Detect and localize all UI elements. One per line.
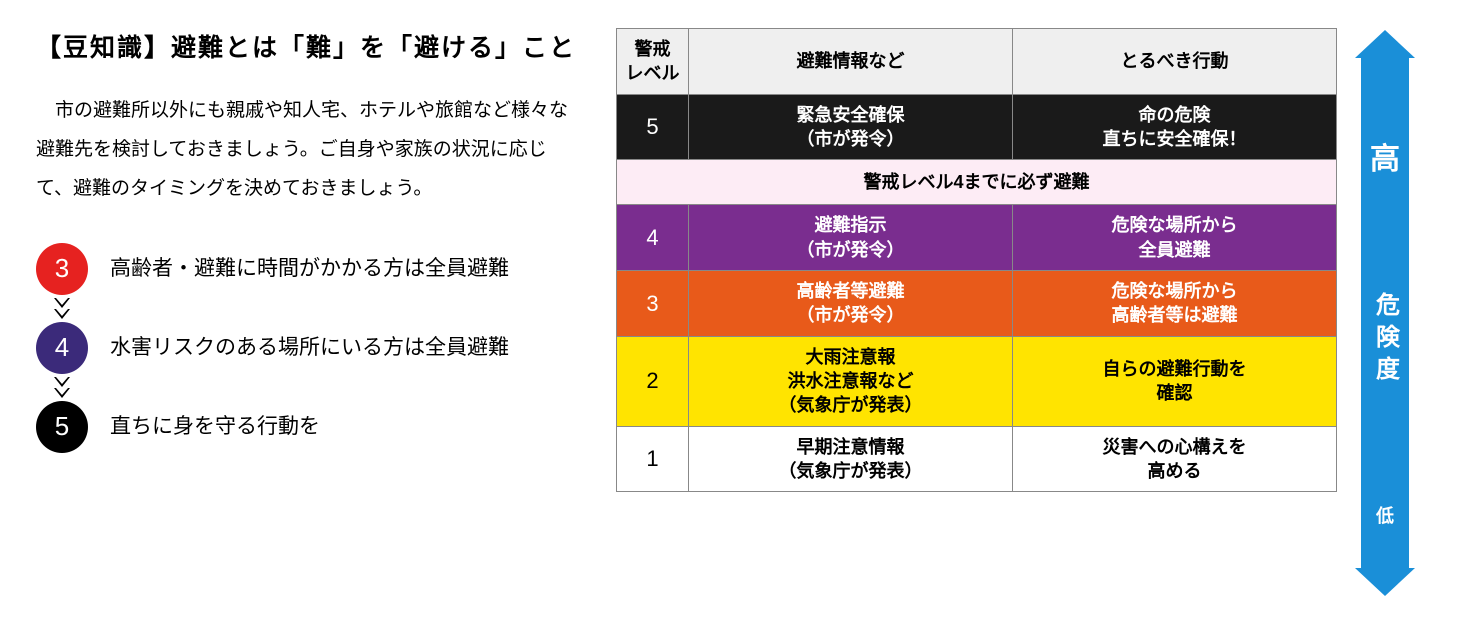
action-cell: 命の危険直ちに安全確保！ (1013, 94, 1337, 160)
step-item: 5 直ちに身を守る行動を (36, 401, 576, 453)
step-item: 3 高齢者・避難に時間がかかる方は全員避難 (36, 243, 576, 295)
info-cell: 避難指示（市が発令） (689, 205, 1013, 271)
alert-level-table: 警戒レベル 避難情報など とるべき行動 5緊急安全確保（市が発令）命の危険直ちに… (616, 28, 1337, 492)
info-cell: 緊急安全確保（市が発令） (689, 94, 1013, 160)
step-badge-3: 3 (36, 243, 88, 295)
step-connector-icon (36, 295, 88, 322)
gauge-label-high: 高 (1370, 134, 1400, 178)
action-cell: 危険な場所から全員避難 (1013, 205, 1337, 271)
left-column: 【豆知識】避難とは「難」を「避ける」こと 市の避難所以外にも親戚や知人宅、ホテル… (36, 28, 576, 596)
arrow-down-icon (1355, 568, 1415, 596)
step-connector-icon (36, 374, 88, 401)
action-cell: 自らの避難行動を確認 (1013, 336, 1337, 426)
page-title: 【豆知識】避難とは「難」を「避ける」こと (36, 28, 576, 64)
step-badge-5: 5 (36, 401, 88, 453)
gauge-label-low: 低 (1376, 502, 1394, 528)
info-cell: 早期注意情報（気象庁が発表） (689, 426, 1013, 492)
step-list: 3 高齢者・避難に時間がかかる方は全員避難 4 水害リスクのある場所にいる方は全… (36, 243, 576, 453)
table-row: 2大雨注意報洪水注意報など（気象庁が発表）自らの避難行動を確認 (617, 336, 1337, 426)
th-level: 警戒レベル (617, 29, 689, 95)
danger-gauge: 高 危険度 低 (1355, 30, 1415, 596)
step-text: 直ちに身を守る行動を (110, 401, 320, 445)
table-row: 3高齢者等避難（市が発令）危険な場所から高齢者等は避難 (617, 271, 1337, 337)
table-row: 警戒レベル4までに必ず避難 (617, 160, 1337, 205)
table-row: 5緊急安全確保（市が発令）命の危険直ちに安全確保！ (617, 94, 1337, 160)
action-cell: 災害への心構えを高める (1013, 426, 1337, 492)
info-cell: 高齢者等避難（市が発令） (689, 271, 1013, 337)
step-text: 水害リスクのある場所にいる方は全員避難 (110, 322, 509, 366)
gauge-shaft: 高 危険度 低 (1361, 58, 1409, 568)
th-action: とるべき行動 (1013, 29, 1337, 95)
level-cell: 1 (617, 426, 689, 492)
intro-paragraph: 市の避難所以外にも親戚や知人宅、ホテルや旅館など様々な避難先を検討しておきましょ… (36, 92, 576, 209)
info-cell: 大雨注意報洪水注意報など（気象庁が発表） (689, 336, 1013, 426)
level-cell: 2 (617, 336, 689, 426)
action-cell: 危険な場所から高齢者等は避難 (1013, 271, 1337, 337)
step-text: 高齢者・避難に時間がかかる方は全員避難 (110, 243, 509, 287)
alert-table-body: 5緊急安全確保（市が発令）命の危険直ちに安全確保！警戒レベル4までに必ず避難4避… (617, 94, 1337, 492)
step-badge-4: 4 (36, 322, 88, 374)
arrow-up-icon (1355, 30, 1415, 58)
level-cell: 4 (617, 205, 689, 271)
right-column: 警戒レベル 避難情報など とるべき行動 5緊急安全確保（市が発令）命の危険直ちに… (616, 28, 1437, 596)
step-item: 4 水害リスクのある場所にいる方は全員避難 (36, 322, 576, 374)
level-cell: 3 (617, 271, 689, 337)
th-info: 避難情報など (689, 29, 1013, 95)
table-row: 4避難指示（市が発令）危険な場所から全員避難 (617, 205, 1337, 271)
banner-cell: 警戒レベル4までに必ず避難 (617, 160, 1337, 205)
gauge-label-danger: 危険度 (1368, 292, 1403, 388)
level-cell: 5 (617, 94, 689, 160)
table-row: 1早期注意情報（気象庁が発表）災害への心構えを高める (617, 426, 1337, 492)
